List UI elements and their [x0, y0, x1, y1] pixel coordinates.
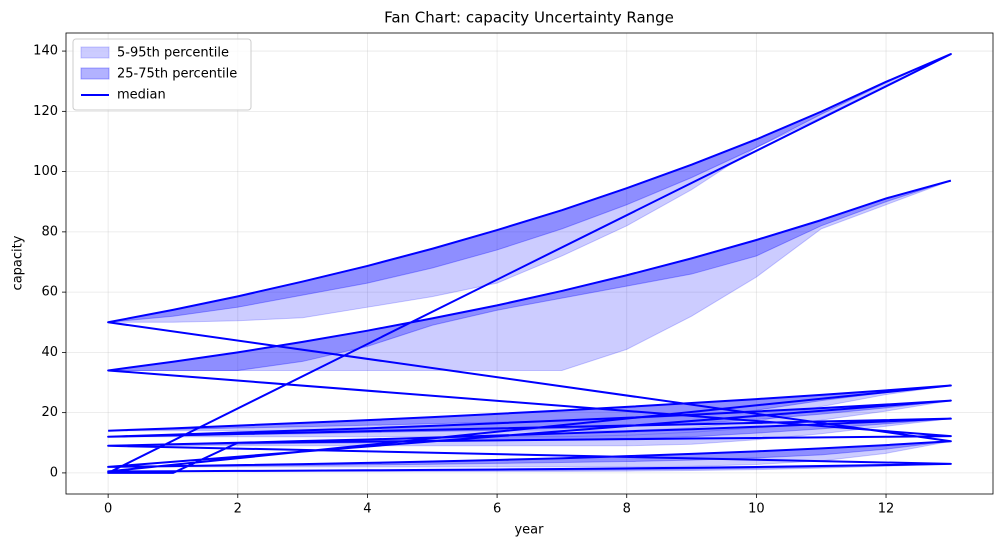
- y-tick-label: 60: [41, 285, 58, 300]
- x-axis-label: year: [514, 523, 544, 538]
- y-tick-label: 40: [41, 345, 58, 360]
- legend: 5-95th percentile 25-75th percentile media…: [72, 38, 252, 111]
- y-tick-label: 80: [41, 224, 58, 239]
- y-tick-label: 20: [41, 405, 58, 420]
- y-tick-label: 0: [50, 465, 58, 480]
- legend-label: 25-75th percentile: [117, 67, 237, 82]
- legend-label: 5-95th percentile: [117, 46, 229, 61]
- y-axis-label: capacity: [11, 235, 26, 290]
- x-tick-label: 6: [493, 502, 501, 517]
- legend-label: median: [117, 88, 166, 103]
- x-tick-label: 0: [104, 502, 112, 517]
- x-tick-label: 10: [748, 502, 765, 517]
- y-tick-label: 140: [33, 44, 58, 59]
- legend-box: [72, 38, 252, 111]
- median-line: [107, 53, 952, 474]
- x-tick-label: 2: [234, 502, 242, 517]
- y-tick-label: 100: [33, 164, 58, 179]
- x-tick-label: 12: [878, 502, 895, 517]
- x-tick-label: 8: [623, 502, 631, 517]
- legend-swatch: [80, 46, 110, 59]
- y-tick-label: 120: [33, 104, 58, 119]
- x-tick-label: 4: [363, 502, 371, 517]
- plot-frame: [65, 32, 994, 495]
- chart-title: Fan Chart: capacity Uncertainty Range: [384, 9, 674, 27]
- legend-swatch: [80, 67, 110, 80]
